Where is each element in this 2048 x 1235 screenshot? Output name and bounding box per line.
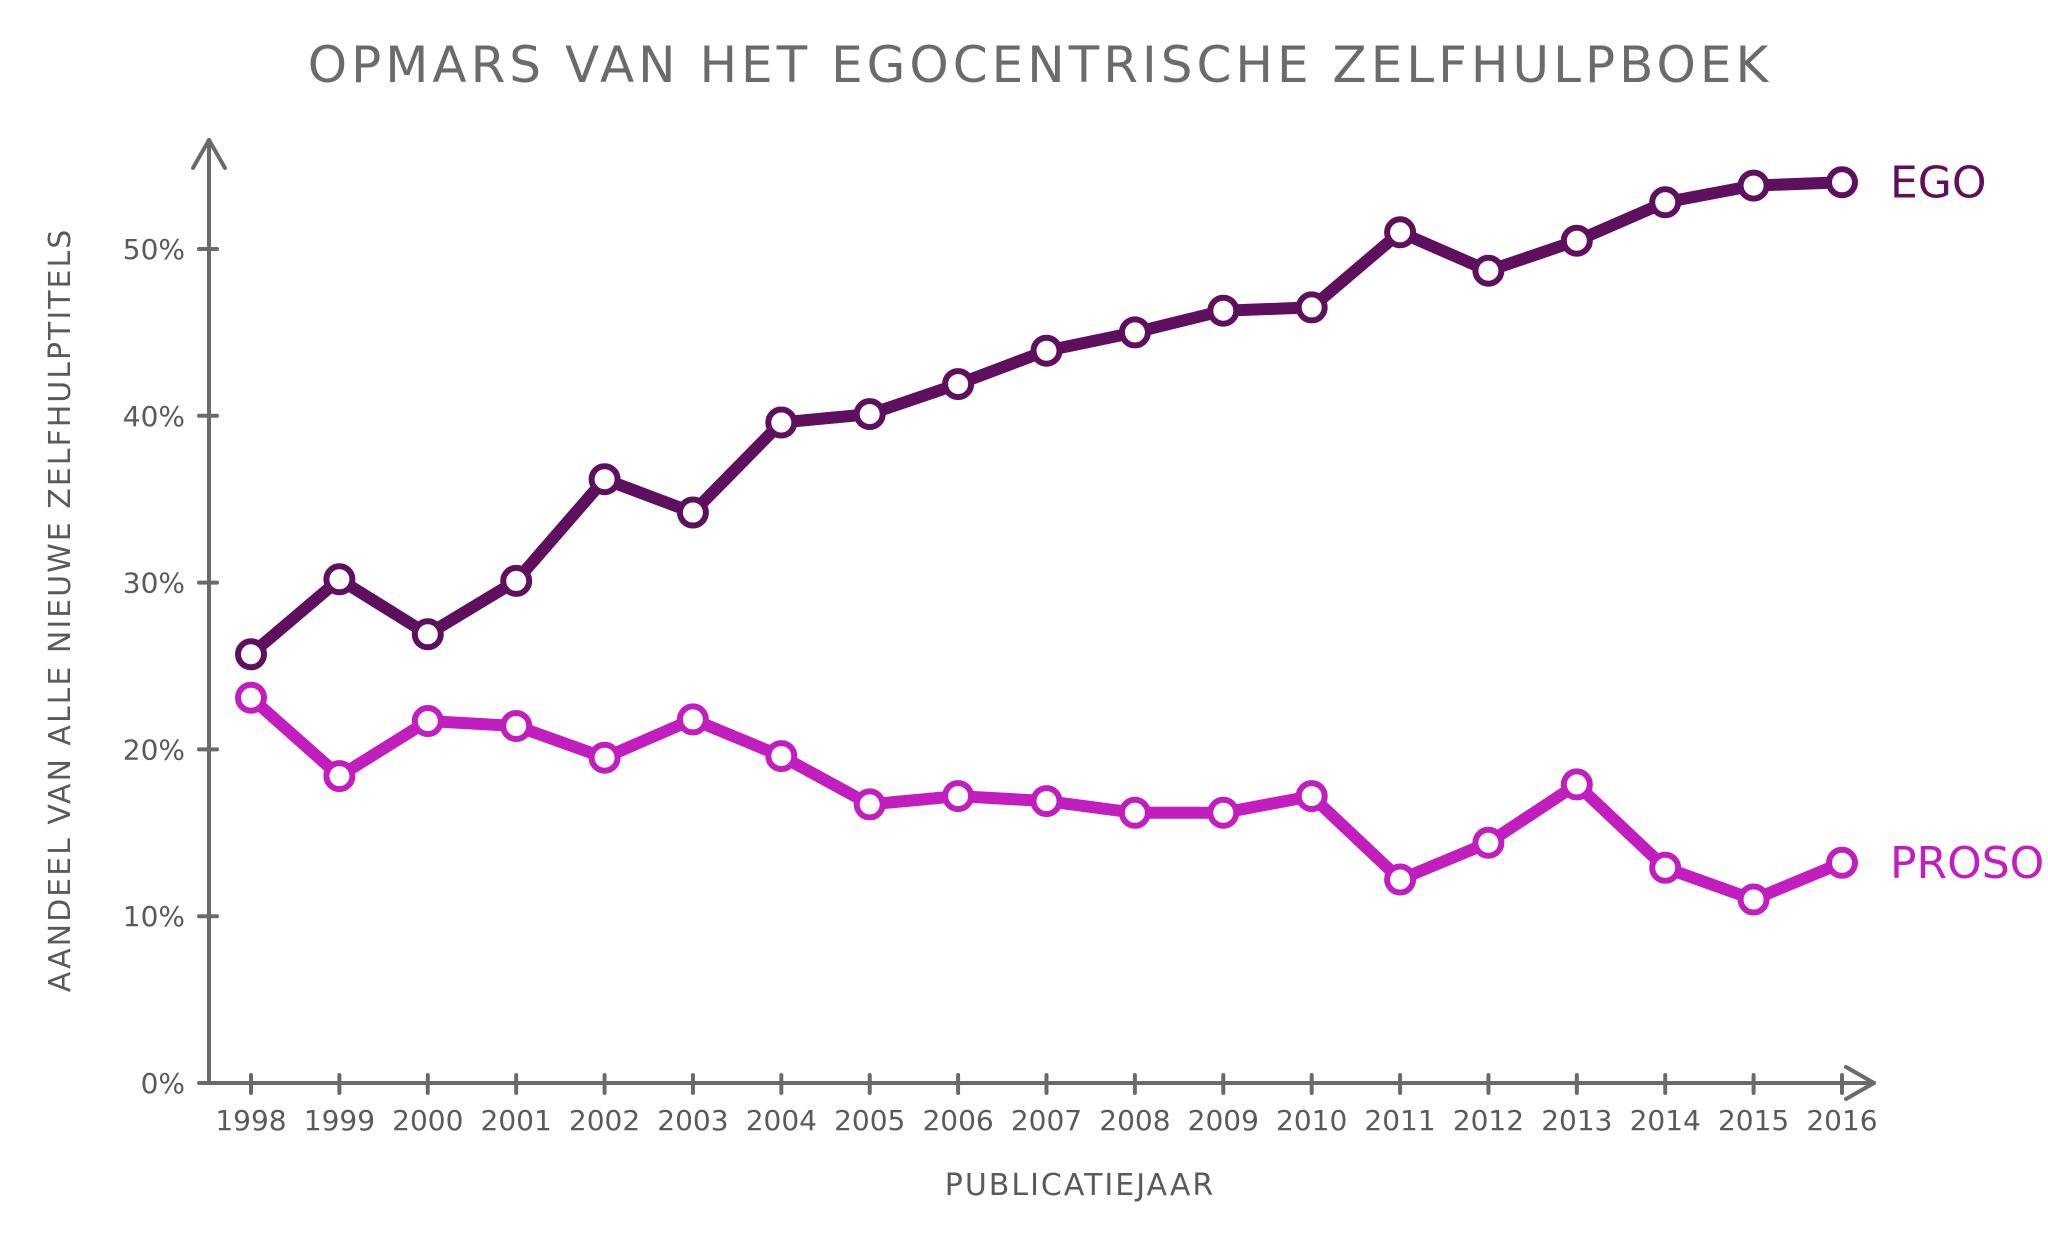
series-line-ego bbox=[245, 176, 1848, 661]
x-tick-label: 2010 bbox=[1276, 1104, 1347, 1137]
data-point-ego bbox=[1649, 186, 1682, 219]
data-point-ego bbox=[500, 564, 533, 597]
data-point-ego bbox=[1384, 216, 1417, 249]
data-point-ego bbox=[411, 618, 444, 651]
series-label-proso: PROSO bbox=[1890, 838, 2044, 889]
data-point-ego bbox=[1560, 224, 1593, 257]
data-point-proso bbox=[588, 741, 621, 774]
data-point-proso bbox=[1472, 826, 1505, 859]
data-point-ego bbox=[1207, 294, 1240, 327]
series-ego: EGO bbox=[235, 157, 1987, 671]
x-tick-label: 1999 bbox=[304, 1104, 375, 1137]
data-point-proso bbox=[235, 681, 267, 714]
chart-title: OPMARS VAN HET EGOCENTRISCHE ZELFHULPBOE… bbox=[308, 36, 1773, 94]
x-tick-label: 1998 bbox=[215, 1104, 286, 1137]
y-tick-label: 0% bbox=[141, 1067, 185, 1100]
data-point-ego bbox=[1295, 291, 1328, 324]
data-point-proso bbox=[676, 703, 709, 736]
x-tick-label: 2003 bbox=[657, 1104, 728, 1137]
data-point-ego bbox=[1737, 169, 1770, 202]
data-point-proso bbox=[1826, 846, 1858, 879]
data-point-ego bbox=[323, 563, 356, 596]
data-point-proso bbox=[1207, 796, 1240, 829]
data-point-ego bbox=[588, 463, 621, 496]
y-tick-label: 20% bbox=[123, 733, 185, 766]
data-point-proso bbox=[1030, 785, 1063, 818]
data-point-ego bbox=[1118, 316, 1151, 349]
y-tick-label: 50% bbox=[123, 233, 185, 266]
data-point-ego bbox=[235, 638, 267, 671]
x-tick-label: 2008 bbox=[1099, 1104, 1170, 1137]
x-tick-label: 2007 bbox=[1011, 1104, 1082, 1137]
x-axis-arrow-icon bbox=[1844, 1065, 1876, 1101]
y-axis-title: AANDEEL VAN ALLE NIEUWE ZELFHULPTITELS bbox=[43, 228, 78, 993]
x-tick-label: 2016 bbox=[1806, 1104, 1877, 1137]
data-point-proso bbox=[1649, 851, 1682, 884]
data-point-proso bbox=[1295, 780, 1328, 813]
data-point-proso bbox=[1118, 796, 1151, 829]
series-layer: EGO PROSO bbox=[235, 157, 2044, 916]
data-point-proso bbox=[500, 710, 533, 742]
x-tick-label: 2001 bbox=[481, 1104, 552, 1137]
x-tick-label: 2013 bbox=[1541, 1104, 1612, 1137]
data-point-ego bbox=[676, 496, 709, 529]
x-tick-label: 2006 bbox=[922, 1104, 993, 1137]
data-point-ego bbox=[1826, 166, 1858, 199]
data-point-proso bbox=[765, 740, 798, 773]
data-point-proso bbox=[411, 705, 444, 737]
x-axis-ticks: 1998 1999 2000 2001 2002 2003 2004 2005 2006 2007… bbox=[215, 1073, 1878, 1137]
y-tick-label: 40% bbox=[123, 400, 185, 433]
data-point-ego bbox=[1030, 334, 1063, 367]
data-point-proso bbox=[1384, 863, 1417, 896]
y-axis-arrow-icon bbox=[191, 138, 227, 170]
x-tick-label: 2015 bbox=[1718, 1104, 1789, 1137]
series-label-ego: EGO bbox=[1890, 157, 1987, 208]
data-point-proso bbox=[853, 788, 886, 821]
data-point-ego bbox=[765, 406, 798, 439]
data-point-ego bbox=[853, 398, 886, 431]
data-point-proso bbox=[1560, 768, 1593, 801]
data-point-proso bbox=[1737, 883, 1770, 916]
data-point-ego bbox=[942, 368, 975, 401]
x-tick-label: 2004 bbox=[746, 1104, 817, 1137]
axes bbox=[191, 138, 1876, 1101]
x-tick-label: 2000 bbox=[392, 1104, 463, 1137]
x-axis-title: PUBLICATIEJAAR bbox=[945, 1168, 1216, 1203]
x-tick-label: 2011 bbox=[1364, 1104, 1435, 1137]
data-point-ego bbox=[1472, 254, 1505, 287]
y-tick-label: 30% bbox=[123, 567, 185, 600]
data-point-proso bbox=[942, 780, 975, 813]
x-tick-label: 2009 bbox=[1188, 1104, 1259, 1137]
x-tick-label: 2014 bbox=[1630, 1104, 1701, 1137]
x-tick-label: 2005 bbox=[834, 1104, 905, 1137]
data-point-proso bbox=[323, 760, 356, 793]
x-tick-label: 2012 bbox=[1453, 1104, 1524, 1137]
y-axis-ticks: 0% 10% 20% 30% 40% 50% bbox=[123, 233, 219, 1100]
x-tick-label: 2002 bbox=[569, 1104, 640, 1137]
series-proso: PROSO bbox=[235, 681, 2044, 916]
y-tick-label: 10% bbox=[123, 900, 185, 933]
